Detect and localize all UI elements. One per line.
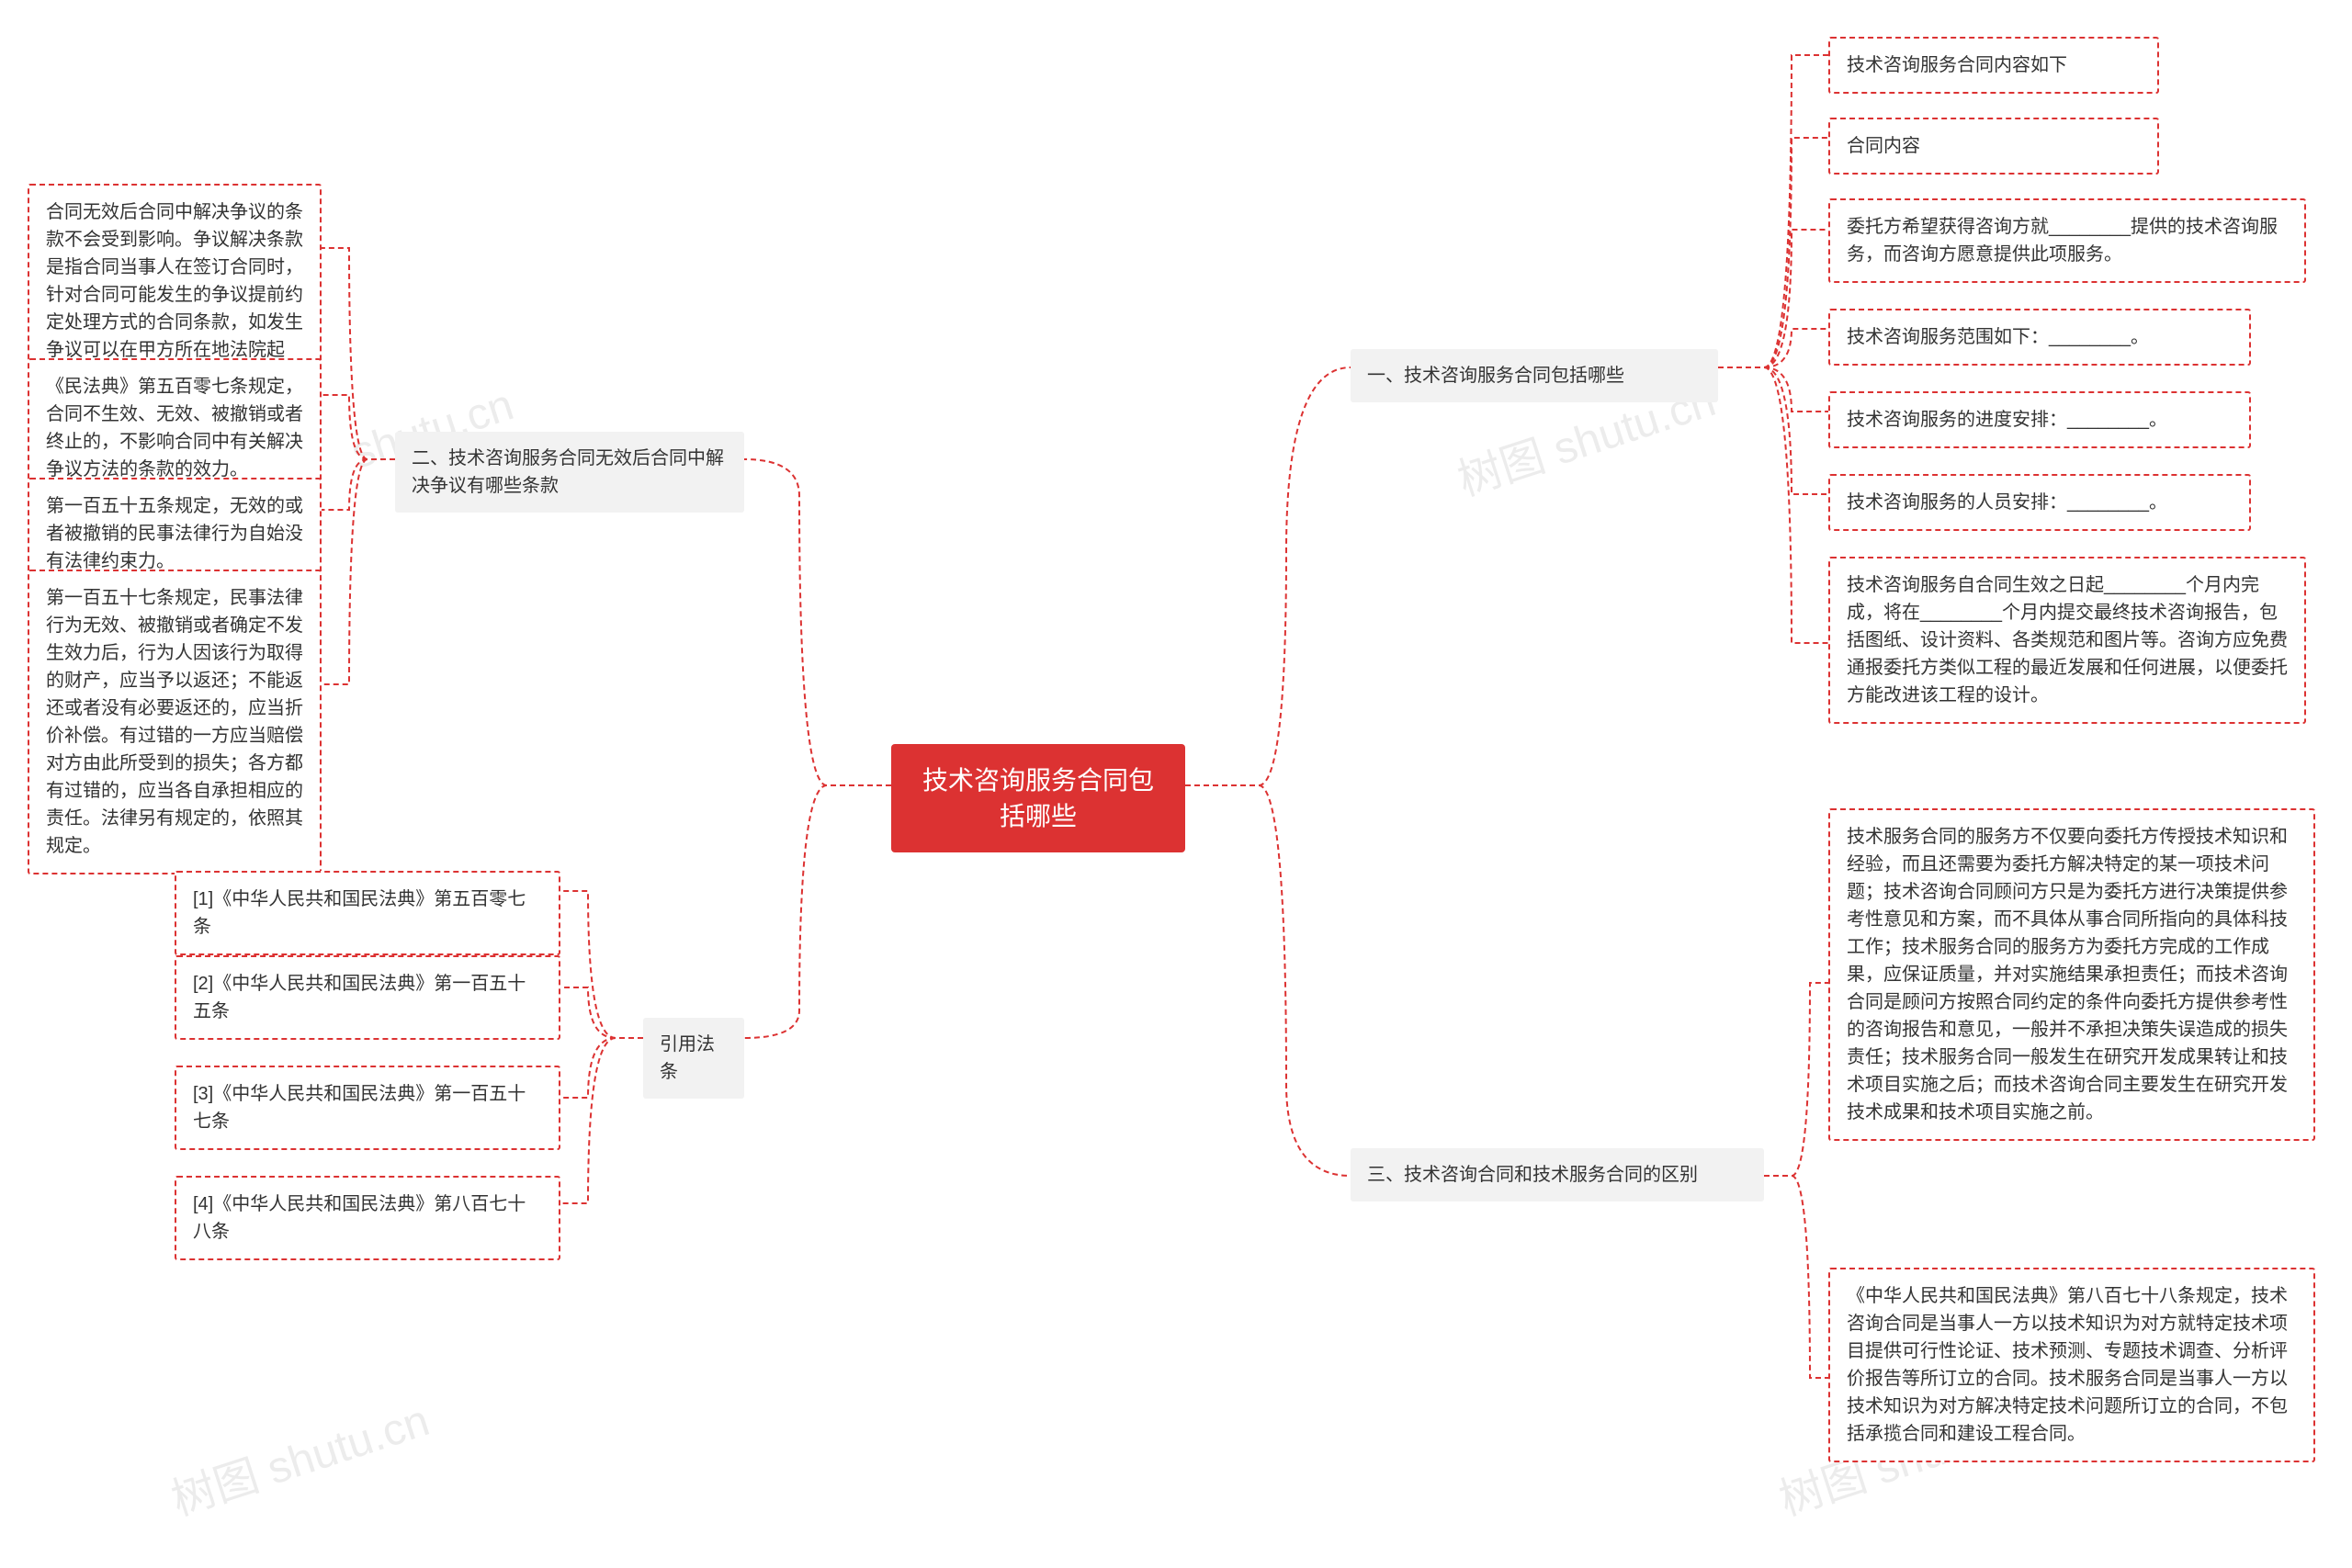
branch-l1: 二、技术咨询服务合同无效后合同中解决争议有哪些条款 <box>395 432 744 513</box>
leaf-r1-5: 技术咨询服务的进度安排：________。 <box>1828 391 2251 448</box>
leaf-r2-1: 技术服务合同的服务方不仅要向委托方传授技术知识和经验，而且还需要为委托方解决特定… <box>1828 808 2315 1141</box>
leaf-l1-4: 第一百五十七条规定，民事法律行为无效、被撤销或者确定不发生效力后，行为人因该行为… <box>28 570 322 874</box>
leaf-l2-4: [4]《中华人民共和国民法典》第八百七十八条 <box>175 1176 560 1260</box>
leaf-r1-2: 合同内容 <box>1828 118 2159 175</box>
leaf-r1-3: 委托方希望获得咨询方就________提供的技术咨询服务，而咨询方愿意提供此项服… <box>1828 198 2306 283</box>
leaf-r1-6: 技术咨询服务的人员安排：________。 <box>1828 474 2251 531</box>
leaf-r2-2: 《中华人民共和国民法典》第八百七十八条规定，技术咨询合同是当事人一方以技术知识为… <box>1828 1268 2315 1462</box>
leaf-l2-3: [3]《中华人民共和国民法典》第一百五十七条 <box>175 1066 560 1150</box>
leaf-l2-2: [2]《中华人民共和国民法典》第一百五十五条 <box>175 955 560 1040</box>
leaf-r1-4: 技术咨询服务范围如下：________。 <box>1828 309 2251 366</box>
branch-r2: 三、技术咨询合同和技术服务合同的区别 <box>1351 1148 1764 1201</box>
branch-r1: 一、技术咨询服务合同包括哪些 <box>1351 349 1718 402</box>
branch-l2: 引用法条 <box>643 1018 744 1099</box>
watermark: 树图 shutu.cn <box>162 1384 435 1528</box>
root-node: 技术咨询服务合同包括哪些 <box>891 744 1185 852</box>
leaf-r1-7: 技术咨询服务自合同生效之日起________个月内完成，将在________个月… <box>1828 557 2306 724</box>
leaf-l2-1: [1]《中华人民共和国民法典》第五百零七条 <box>175 871 560 955</box>
leaf-r1-1: 技术咨询服务合同内容如下 <box>1828 37 2159 94</box>
